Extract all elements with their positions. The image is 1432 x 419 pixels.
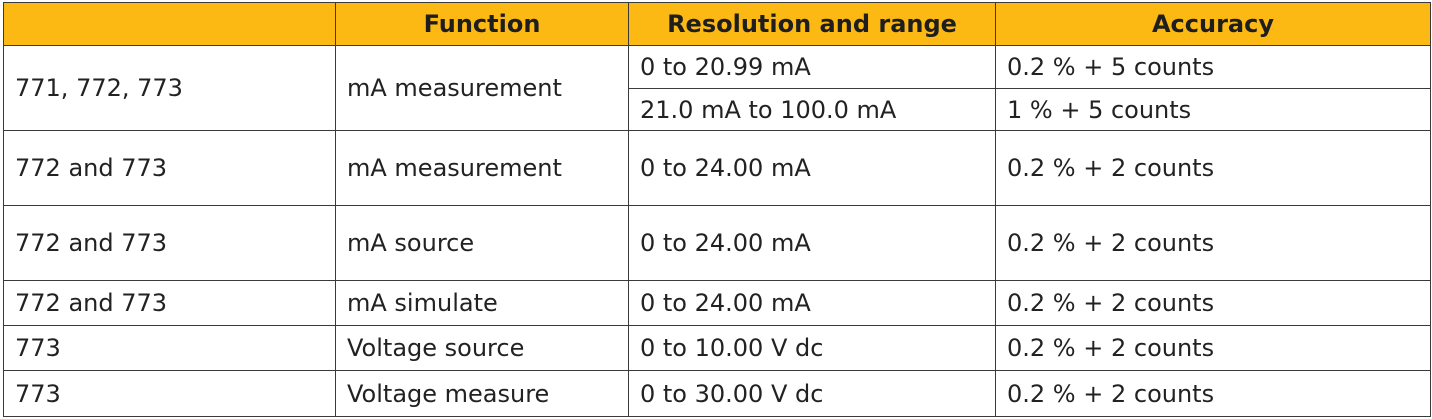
- range-cell: 0 to 30.00 V dc: [628, 370, 996, 417]
- model-cell: 773: [3, 325, 336, 371]
- model-cell: 772 and 773: [3, 130, 336, 206]
- table-row: 21.0 mA to 100.0 mA 1 % + 5 counts: [4, 88, 1431, 131]
- model-cell: 771, 772, 773: [3, 45, 336, 131]
- spec-table: Function Resolution and range Accuracy 7…: [3, 2, 1431, 417]
- accuracy-cell: 0.2 % + 2 counts: [995, 130, 1431, 206]
- accuracy-cell: 0.2 % + 2 counts: [995, 205, 1431, 281]
- table-row: 772 and 773 mA simulate 0 to 24.00 mA 0.2 %…: [3, 280, 1431, 326]
- header-cell: [3, 2, 336, 46]
- table-row: 771, 772, 773 mA measurement 0 to 20.99 mA…: [3, 45, 1431, 131]
- range-cell: 0 to 24.00 mA: [628, 130, 996, 206]
- range-cell: 0 to 20.99 mA: [628, 45, 996, 89]
- accuracy-cell: 0.2 % + 2 counts: [995, 370, 1431, 417]
- range-cell: 21.0 mA to 100.0 mA: [628, 88, 996, 131]
- table-row: 773 Voltage source 0 to 10.00 V dc 0.2 % + …: [3, 325, 1431, 371]
- function-cell: mA measurement: [335, 45, 629, 131]
- accuracy-cell: 0.2 % + 2 counts: [995, 325, 1431, 371]
- table-row: 773 Voltage measure 0 to 30.00 V dc 0.2 % +…: [3, 370, 1431, 417]
- function-cell: mA simulate: [335, 280, 629, 326]
- table-body: 771, 772, 773 mA measurement 0 to 20.99 mA…: [3, 45, 1431, 417]
- model-cell: 773: [3, 370, 336, 417]
- accuracy-cell: 1 % + 5 counts: [995, 88, 1431, 131]
- header-cell: Resolution and range: [628, 2, 996, 46]
- table-row: 772 and 773 mA source 0 to 24.00 mA 0.2 % +…: [3, 205, 1431, 281]
- range-cell: 0 to 24.00 mA: [628, 205, 996, 281]
- accuracy-cell: 0.2 % + 2 counts: [995, 280, 1431, 326]
- header-cell: Function: [335, 2, 629, 46]
- function-cell: Voltage source: [335, 325, 629, 371]
- table-row: 772 and 773 mA measurement 0 to 24.00 mA 0.…: [3, 130, 1431, 206]
- function-cell: mA measurement: [335, 130, 629, 206]
- function-cell: mA source: [335, 205, 629, 281]
- header-row: Function Resolution and range Accuracy: [3, 2, 1431, 46]
- model-cell: 772 and 773: [3, 205, 336, 281]
- header-cell: Accuracy: [995, 2, 1431, 46]
- model-cell: 772 and 773: [3, 280, 336, 326]
- function-cell: Voltage measure: [335, 370, 629, 417]
- accuracy-cell: 0.2 % + 5 counts: [995, 45, 1431, 89]
- range-cell: 0 to 24.00 mA: [628, 280, 996, 326]
- range-cell: 0 to 10.00 V dc: [628, 325, 996, 371]
